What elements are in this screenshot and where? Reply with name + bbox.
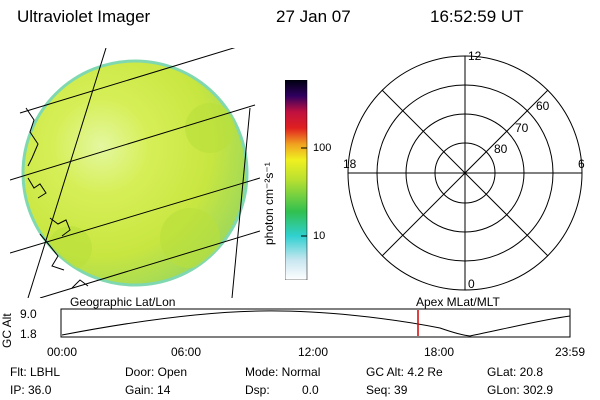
title: Ultraviolet Imager <box>17 7 151 26</box>
lat-label-60: 60 <box>536 99 550 113</box>
lat-label-70: 70 <box>515 121 529 135</box>
orbit-x-tick-2359: 23:59 <box>555 345 586 359</box>
mlt-label-18: 18 <box>343 157 357 171</box>
orbit-y-tick-max: 9.0 <box>20 307 37 321</box>
orbit-x-tick-1200: 12:00 <box>298 345 329 359</box>
mlt-label-0: 0 <box>468 277 475 291</box>
status-glon: GLon: 302.9 <box>487 383 554 397</box>
orbit-y-label: GC Alt <box>0 313 14 348</box>
status-dsp-value: 0.0 <box>302 383 319 397</box>
colorbar-tick-100: 100 <box>313 142 332 154</box>
colorbar <box>285 80 308 280</box>
colorbar-unit-label: photon cm⁻²s⁻¹ <box>262 162 276 245</box>
status-seq: Seq: 39 <box>366 383 408 397</box>
lat-lon-grid <box>10 48 260 298</box>
status-mode: Mode: Normal <box>245 365 321 379</box>
orbit-y-tick-min: 1.8 <box>20 327 37 341</box>
orbit-x-tick-0000: 00:00 <box>47 345 78 359</box>
polar-plot: 12 18 6 0 60 70 80 <box>343 49 585 291</box>
left-panel-caption: Geographic Lat/Lon <box>70 295 176 309</box>
orbit-plot <box>60 308 571 338</box>
time: 16:52:59 UT <box>430 7 524 26</box>
date: 27 Jan 07 <box>276 7 351 26</box>
status-dsp-label: Dsp: <box>245 383 270 397</box>
colorbar-tick-10: 10 <box>313 230 326 242</box>
coastlines <box>25 107 89 289</box>
status-gain: Gain: 14 <box>125 383 171 397</box>
mlt-label-12: 12 <box>468 49 482 63</box>
mlt-label-6: 6 <box>578 157 585 171</box>
status-door: Door: Open <box>125 365 188 379</box>
lat-label-80: 80 <box>494 142 508 156</box>
status-flt: Flt: LBHL <box>10 365 61 379</box>
status-ip: IP: 36.0 <box>10 383 52 397</box>
right-panel-caption: Apex MLat/MLT <box>416 295 500 309</box>
orbit-altitude-curve <box>61 310 571 337</box>
orbit-x-tick-1800: 18:00 <box>424 345 455 359</box>
status-gc-alt: GC Alt: 4.2 Re <box>366 365 443 379</box>
orbit-x-tick-0600: 06:00 <box>171 345 202 359</box>
geographic-image <box>10 48 260 298</box>
status-glat: GLat: 20.8 <box>487 365 544 379</box>
